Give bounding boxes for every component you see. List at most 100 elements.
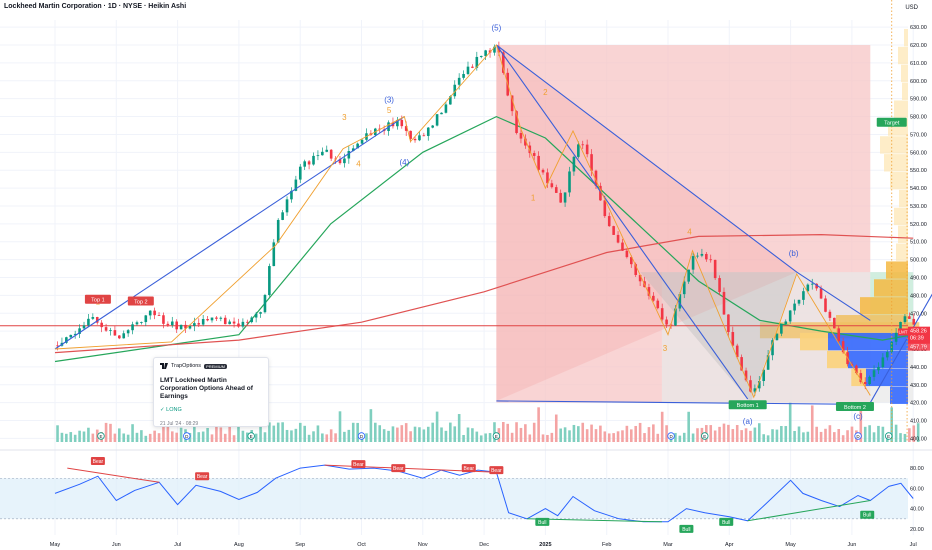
volume-bar	[343, 431, 346, 442]
candle	[426, 127, 430, 136]
candle	[259, 312, 262, 314]
wave-label: 1	[531, 194, 536, 203]
prev-price: 457.79	[910, 345, 927, 351]
volume-bar	[404, 423, 408, 442]
volume-bar	[303, 425, 306, 442]
volume-bar	[126, 434, 130, 442]
volume-bar	[338, 411, 342, 442]
volume-bar	[431, 422, 434, 442]
price-axis-tick: 500.00	[910, 258, 927, 264]
volume-bar	[771, 429, 774, 442]
wave-label: (5)	[491, 24, 501, 33]
candle	[100, 322, 103, 328]
time-axis-tick: Jul	[174, 542, 181, 548]
volume-bar	[691, 433, 695, 442]
candle	[908, 316, 911, 319]
candle	[894, 332, 898, 342]
volume-bar	[56, 425, 59, 442]
candle	[413, 138, 417, 141]
volume-profile-bar	[828, 332, 908, 351]
volume-bar	[638, 422, 642, 442]
candle	[197, 323, 201, 325]
candle	[740, 357, 743, 371]
event-flag-icon	[357, 432, 366, 440]
volume-bar	[894, 424, 898, 442]
volume-bar	[391, 426, 395, 442]
volume-bar	[179, 427, 183, 442]
news-card[interactable]: TrapOptions PREMIUM LMT Lockheed Martin …	[153, 357, 269, 427]
wave-label: (3)	[384, 95, 394, 104]
candle	[762, 369, 766, 382]
candle	[329, 149, 333, 159]
candle	[696, 255, 699, 257]
candle	[475, 56, 479, 68]
divergence-tag-bg	[90, 457, 105, 466]
volume-bar	[899, 433, 902, 442]
volume-bar	[625, 425, 629, 442]
volume-bar	[594, 429, 598, 442]
volume-bar	[506, 423, 510, 442]
volume-bar	[312, 431, 315, 442]
volume-profile-bar	[884, 154, 908, 172]
candle	[824, 298, 827, 312]
volume-bar	[144, 435, 148, 442]
candle	[188, 325, 192, 329]
candle	[806, 284, 810, 292]
candle	[691, 256, 695, 270]
volume-bar	[629, 429, 633, 442]
price-axis-tick: 410.00	[910, 419, 927, 425]
volume-bar	[524, 424, 527, 442]
volume-profile-bar	[800, 332, 828, 351]
volume-bar	[471, 428, 474, 442]
candle	[656, 300, 660, 309]
volume-bar	[193, 423, 196, 442]
candle	[347, 151, 351, 159]
volume-profile-bar	[851, 368, 866, 387]
volume-bar	[435, 411, 439, 442]
volume-bar	[259, 423, 262, 442]
event-flag-icon	[884, 432, 893, 440]
volume-bar	[833, 432, 836, 442]
volume-profile-bar	[904, 28, 908, 47]
candle	[479, 55, 483, 57]
candle	[881, 357, 885, 367]
volume-bar	[766, 435, 770, 442]
candle	[735, 345, 739, 358]
volume-profile-bar	[902, 82, 908, 100]
volume-bar	[347, 429, 351, 442]
volume-bar	[621, 430, 624, 442]
volume-bar	[175, 432, 178, 442]
candle	[528, 145, 532, 154]
bar-countdown: 06:39	[910, 336, 924, 342]
volume-bar	[95, 429, 99, 442]
event-flag-icon	[854, 432, 862, 440]
volume-bar	[65, 433, 68, 442]
news-title[interactable]: LMT Lockheed Martin Corporation Options …	[160, 377, 253, 400]
volume-bar	[903, 433, 907, 442]
volume-bar	[546, 434, 549, 442]
candle	[797, 299, 801, 304]
candle	[157, 315, 161, 316]
volume-bar	[276, 422, 280, 442]
volume-bar	[519, 427, 523, 442]
candle	[559, 192, 562, 203]
candle	[166, 323, 170, 326]
price-axis-tick: 440.00	[910, 365, 927, 371]
volume-profile-bar	[886, 261, 908, 279]
volume-bar	[219, 427, 223, 442]
candle	[563, 192, 567, 203]
candle	[766, 355, 770, 370]
candle	[621, 242, 624, 251]
bottom-support-line	[496, 400, 871, 405]
volume-bar	[122, 433, 126, 442]
volume-bar	[321, 433, 324, 442]
divergence-tag-bg	[719, 517, 734, 526]
candle	[321, 151, 324, 156]
candle	[572, 156, 576, 172]
peak-to-a-line	[495, 44, 749, 400]
volume-bar	[775, 429, 779, 442]
volume-bar	[369, 409, 373, 442]
volume-bar	[916, 423, 920, 442]
candle	[599, 185, 602, 201]
